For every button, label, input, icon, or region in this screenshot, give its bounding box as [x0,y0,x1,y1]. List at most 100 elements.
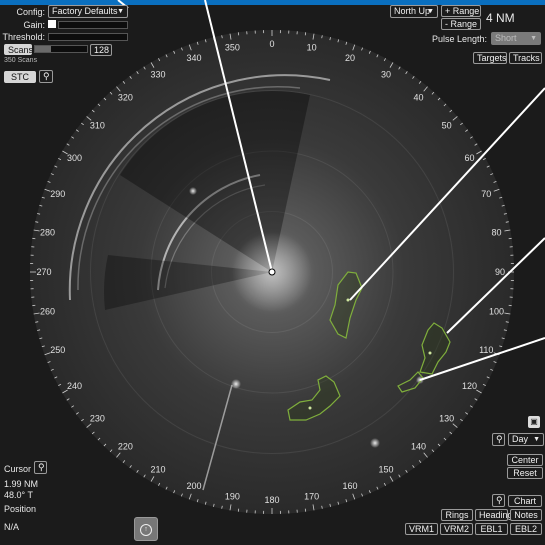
bearing-tick [62,150,68,155]
notes-button[interactable]: Notes [510,509,542,521]
gain-slider[interactable] [58,21,128,29]
chart-button[interactable]: Chart [508,495,542,507]
orientation-dropdown[interactable]: North Up ▼ [390,5,438,18]
range-value: 4 NM [486,11,515,25]
bearing-tick [337,39,340,43]
vrm2-button[interactable]: VRM2 [440,523,473,535]
threshold-slider[interactable] [48,33,128,41]
targets-button[interactable]: Targets [473,52,507,64]
bearing-tick [33,312,40,315]
bearing-tick [389,62,394,68]
palette-settings-button[interactable]: ⚲ [492,433,505,446]
bearing-tick [165,54,168,58]
vrm1-button[interactable]: VRM1 [405,523,438,535]
bearing-tick [75,129,79,132]
bearing-tick [39,337,43,340]
bearing-tick [505,221,509,223]
bearing-label: 180 [264,495,279,505]
bearing-label: 120 [462,381,477,391]
bearing-tick [58,383,62,386]
bearing-tick [35,321,39,323]
config-value: Factory Defaults [52,6,118,16]
bearing-tick [158,58,161,62]
bearing-tick [476,389,482,394]
lock-button[interactable]: ▣ [528,416,540,428]
echo-blip [189,187,197,195]
scans-button[interactable]: Scans [4,44,33,55]
wrench-icon: ⚲ [38,462,45,472]
range-minus-button[interactable]: - Range [441,18,481,30]
bearing-tick [81,122,84,126]
gain-checkbox[interactable] [48,20,56,28]
gain-label: Gain: [23,20,45,30]
bearing-tick [405,71,408,75]
bearing-tick [449,109,453,113]
bearing-tick [116,86,121,92]
bearing-label: 50 [442,120,452,130]
target-dot [428,351,432,355]
bearing-tick [469,405,473,408]
land-outline [287,375,341,421]
bearing-label: 310 [90,120,105,130]
bearing-tick [312,33,315,40]
bearing-tick [122,81,126,84]
scans-slider[interactable] [34,45,88,53]
stc-settings-button[interactable]: ⚲ [39,70,53,83]
bearing-label: 30 [381,70,391,80]
land-outline [329,271,363,339]
bearing-label: 330 [150,70,165,80]
bearing-tick [352,493,356,500]
palette-dropdown[interactable]: Day ▼ [508,433,544,446]
bearing-tick [437,97,441,101]
bearing-tick [180,493,183,497]
rings-button[interactable]: Rings [441,509,473,521]
cursor-bearing: 48.0° T [4,490,33,500]
range-plus-button[interactable]: + Range [441,5,481,17]
heading-button[interactable]: Heading [475,509,513,521]
config-dropdown[interactable]: Factory Defaults ▼ [48,5,128,18]
bearing-label: 70 [481,189,491,199]
threshold-label: Threshold: [2,32,45,42]
bearing-label: 60 [464,153,474,163]
bearing-tick [465,412,469,415]
bearing-tick [165,486,168,490]
bearing-tick [337,501,340,505]
chart-settings-button[interactable]: ⚲ [492,494,505,507]
bearing-label: 260 [40,307,55,317]
bearing-tick [376,486,379,490]
center-button[interactable]: Center [507,454,543,466]
tracks-button[interactable]: Tracks [509,52,542,64]
reset-button[interactable]: Reset [507,467,543,479]
bearing-tick [418,81,422,84]
bearing-tick [503,213,507,215]
pulse-length-value: Short [495,33,517,43]
range-rings [90,90,454,454]
heading-mode-button[interactable]: ↑ [134,517,158,541]
bearing-label: 110 [479,345,493,355]
bearing-label: 140 [411,442,426,452]
bearing-labels: 0 10 20 30 40 50 60 70 80 90 100 110 120 130 140 150 160… [36,39,505,505]
wrench-icon: ⚲ [43,71,50,81]
bearing-tick [188,44,192,51]
range-ring [90,90,454,454]
bearing-tick [158,482,161,486]
bearing-tick [431,449,435,453]
bearing-tick [405,469,408,473]
bearing-tick [143,66,146,70]
stc-button[interactable]: STC [4,71,36,83]
bearing-tick [490,173,494,176]
bearing-tick [86,116,92,121]
bearing-tick [465,129,469,132]
ebl2-button[interactable]: EBL2 [510,523,542,535]
bearing-label: 80 [492,227,502,237]
scans-value-field[interactable]: 128 [90,44,112,56]
bearing-tick [412,465,415,469]
ebl1-button[interactable]: EBL1 [475,523,508,535]
bearing-label: 20 [345,53,355,63]
bearing-tick [35,221,39,223]
bearing-tick [490,368,494,371]
bearing-tick [505,321,509,323]
pulse-length-dropdown[interactable]: Short ▼ [491,32,541,45]
cursor-settings-button[interactable]: ⚲ [34,461,47,474]
